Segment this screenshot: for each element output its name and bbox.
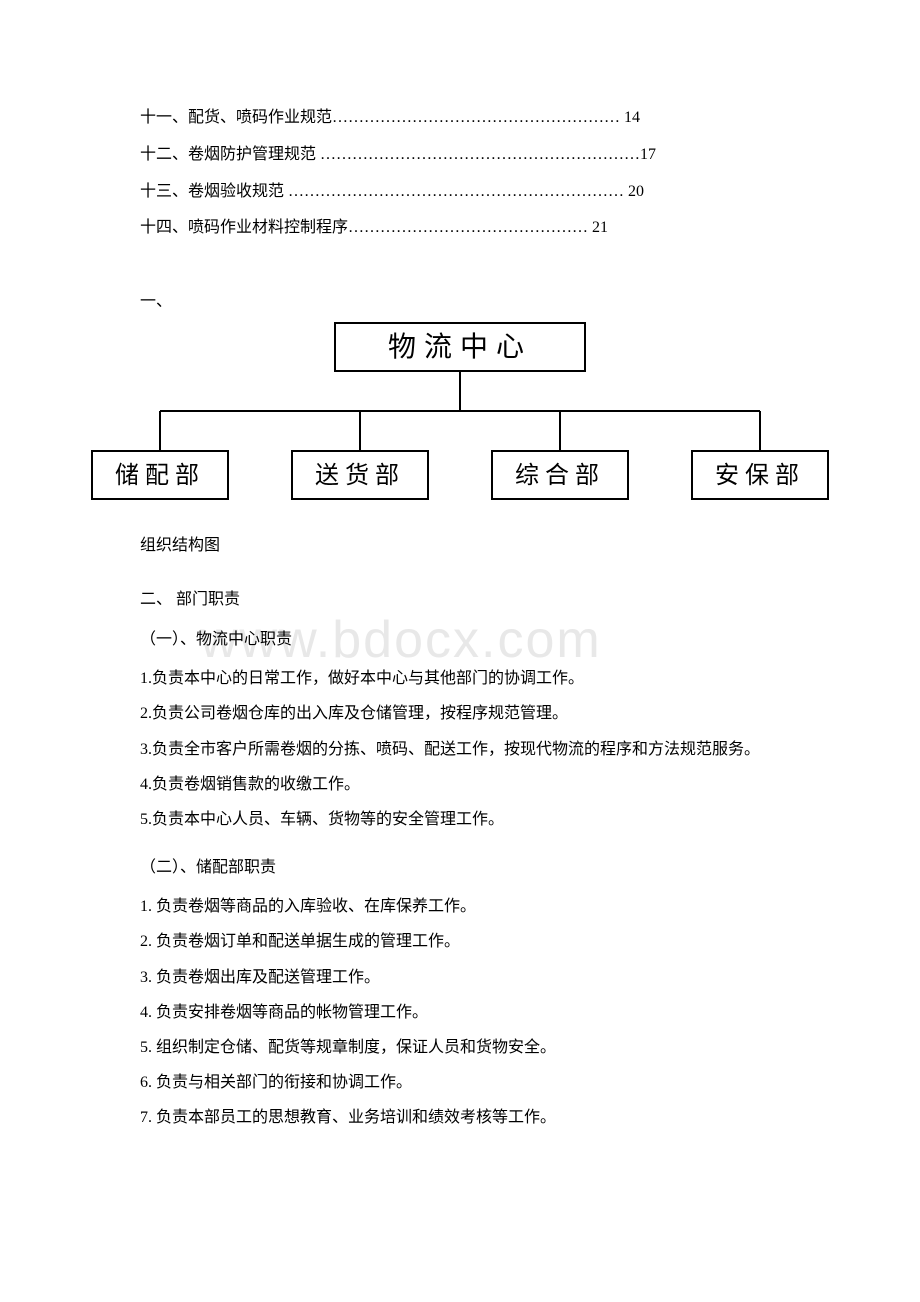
list-item: 3. 负责卷烟出库及配送管理工作。 — [140, 960, 830, 995]
toc-entry: 十一、配货、喷码作业规范……………………………………………… 14 — [140, 100, 830, 137]
org-child-label: 安保部 — [715, 462, 805, 489]
org-root-label: 物流中心 — [388, 331, 532, 363]
list-item: 7. 负责本部员工的思想教育、业务培训和绩效考核等工作。 — [140, 1100, 830, 1135]
toc-label: 十三、卷烟验收规范 — [140, 183, 284, 200]
toc-entry: 十二、卷烟防护管理规范 ……………………………………………………17 — [140, 137, 830, 174]
subsection-two-heading: （二）、储配部职责 — [140, 853, 830, 877]
toc-label: 十二、卷烟防护管理规范 — [140, 146, 316, 163]
toc-dots: ……………………………………………… — [332, 109, 620, 126]
list-item: 5.负责本中心人员、车辆、货物等的安全管理工作。 — [140, 802, 830, 837]
list-item: 2. 负责卷烟订单和配送单据生成的管理工作。 — [140, 924, 830, 959]
list-item: 1.负责本中心的日常工作，做好本中心与其他部门的协调工作。 — [140, 661, 830, 696]
org-chart-caption: 组织结构图 — [140, 531, 830, 555]
subsection-one-heading: （一）、物流中心职责 — [140, 625, 830, 649]
toc-entry: 十三、卷烟验收规范 ……………………………………………………… 20 — [140, 174, 830, 211]
list-item: 4.负责卷烟销售款的收缴工作。 — [140, 767, 830, 802]
toc-dots: ……………………………………… — [348, 219, 592, 236]
list-item: 1. 负责卷烟等商品的入库验收、在库保养工作。 — [140, 889, 830, 924]
list-item: 3.负责全市客户所需卷烟的分拣、喷码、配送工作，按现代物流的程序和方法规范服务。 — [140, 732, 830, 767]
org-chart: 物流中心 储配部 送货部 综合部 安保部 — [90, 321, 830, 511]
toc-page: 21 — [592, 219, 608, 236]
list-item: 4. 负责安排卷烟等商品的帐物管理工作。 — [140, 995, 830, 1030]
toc-dots: ……………………………………………………… — [284, 183, 628, 200]
list-item: 5. 组织制定仓储、配货等规章制度，保证人员和货物安全。 — [140, 1030, 830, 1065]
toc-page: 17 — [640, 146, 656, 163]
list-item: 2.负责公司卷烟仓库的出入库及仓储管理，按程序规范管理。 — [140, 696, 830, 731]
toc-page: 20 — [628, 183, 644, 200]
org-chart-svg: 物流中心 储配部 送货部 综合部 安保部 — [90, 321, 830, 511]
list-item: 6. 负责与相关部门的衔接和协调工作。 — [140, 1065, 830, 1100]
toc-label: 十四、喷码作业材料控制程序 — [140, 219, 348, 236]
org-child-label: 送货部 — [315, 462, 405, 489]
toc-page: 14 — [624, 109, 640, 126]
toc-entry: 十四、喷码作业材料控制程序……………………………………… 21 — [140, 210, 830, 247]
page-content: 十一、配货、喷码作业规范……………………………………………… 14 十二、卷烟防… — [90, 100, 830, 1135]
toc-label: 十一、配货、喷码作业规范 — [140, 109, 332, 126]
section-two-heading: 二、 部门职责 — [140, 585, 830, 609]
org-child-label: 综合部 — [515, 462, 605, 489]
section-one-marker: 一、 — [140, 287, 830, 311]
org-child-label: 储配部 — [115, 462, 205, 489]
toc-dots: …………………………………………………… — [316, 146, 640, 163]
